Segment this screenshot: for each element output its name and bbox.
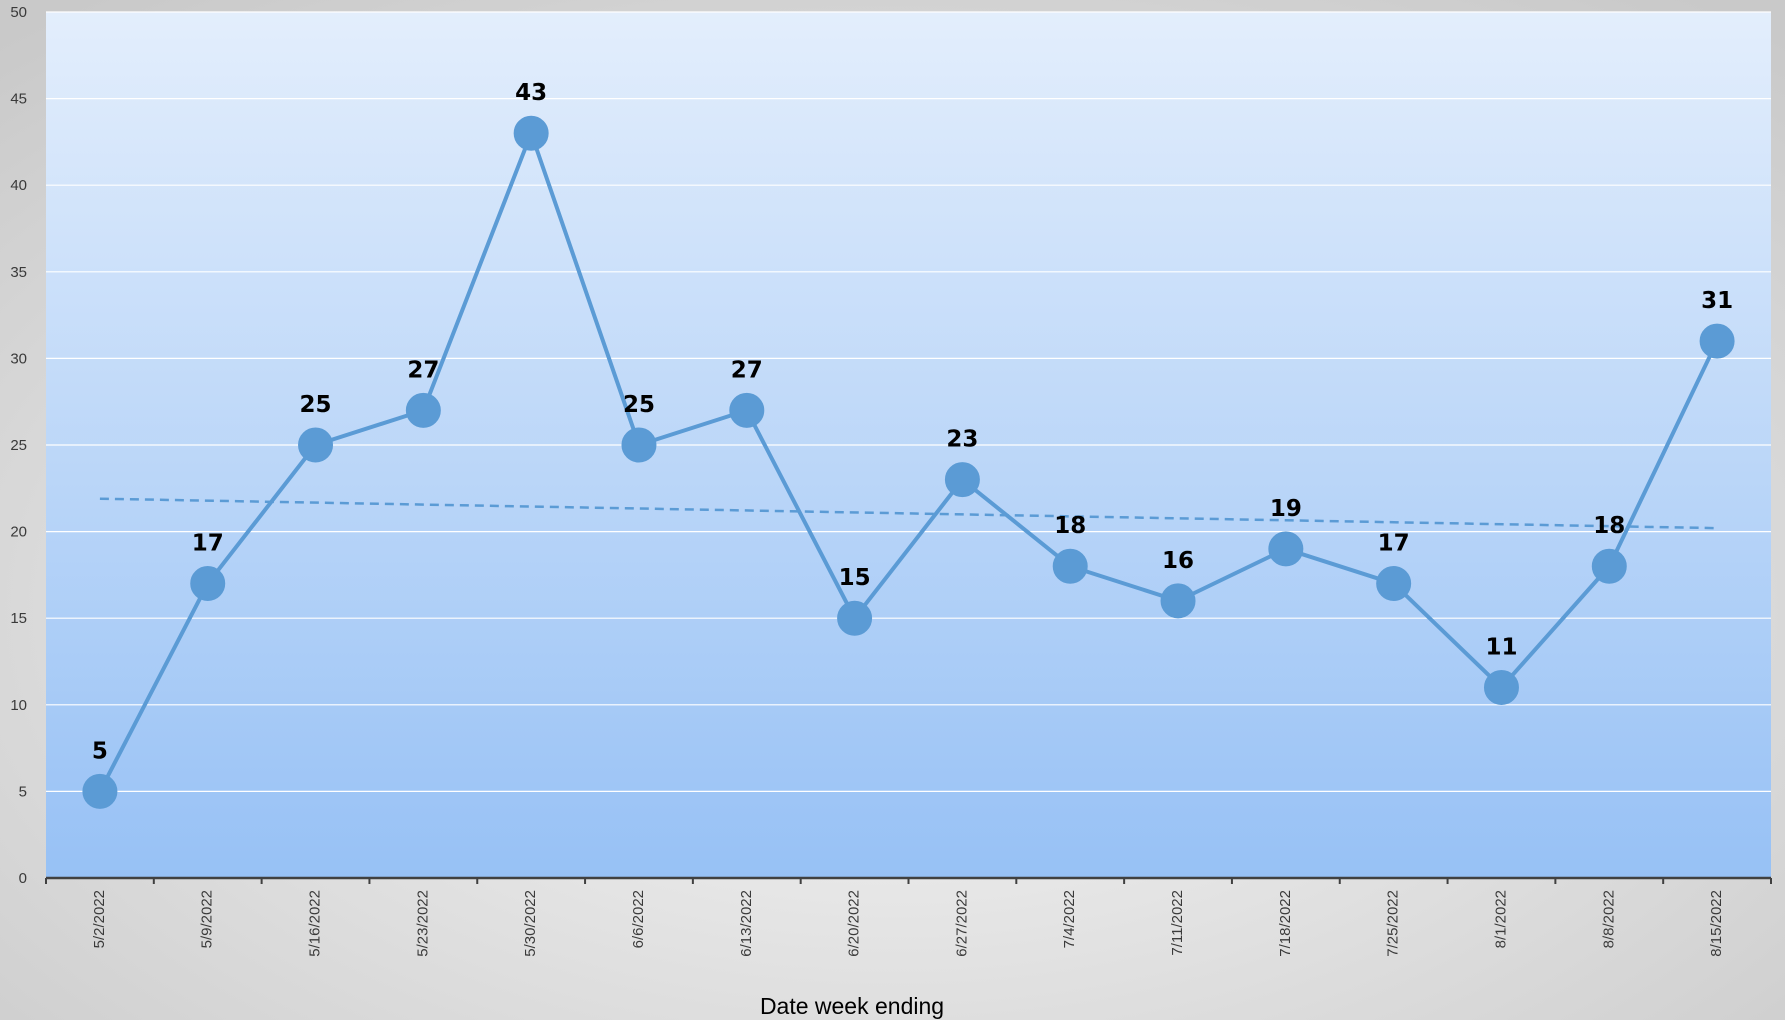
data-label: 31 <box>1701 288 1733 314</box>
axes: 0 5 10 15 20 25 30 35 40 45 50 5/2/2022 5/9/2022 5/16… <box>10 4 1772 957</box>
x-tick-label: 5/9/2022 <box>199 890 216 948</box>
y-tick-label: 40 <box>10 177 27 194</box>
data-point <box>298 427 334 463</box>
y-tick-label: 30 <box>10 350 27 367</box>
x-axis-title: Date week ending <box>760 993 944 1019</box>
data-label: 23 <box>946 427 978 453</box>
y-tick-label: 5 <box>19 783 27 800</box>
data-label: 17 <box>192 531 224 557</box>
series <box>82 115 1735 809</box>
data-point <box>1483 669 1519 705</box>
data-label: 11 <box>1485 634 1517 660</box>
y-tick-label: 50 <box>10 4 27 21</box>
x-tick-label: 6/20/2022 <box>846 890 863 957</box>
data-point <box>621 427 657 463</box>
x-tick-label: 5/16/2022 <box>307 890 324 957</box>
x-tick-label: 7/18/2022 <box>1277 890 1294 957</box>
x-tick-label: 7/25/2022 <box>1385 890 1402 957</box>
data-point <box>944 462 980 498</box>
data-label: 25 <box>623 392 655 418</box>
y-tick-label: 0 <box>19 870 27 887</box>
data-point <box>513 115 549 151</box>
data-labels: 5 17 25 27 43 25 27 15 23 18 16 19 17 11 18 31 <box>92 80 1733 764</box>
data-label: 19 <box>1270 496 1302 522</box>
data-label: 5 <box>92 738 108 764</box>
data-point <box>1376 566 1412 602</box>
y-tick-label: 45 <box>10 91 27 108</box>
data-point <box>837 600 873 636</box>
y-tick-label: 15 <box>10 610 27 627</box>
data-point <box>1052 548 1088 584</box>
data-point <box>190 566 226 602</box>
data-point <box>729 392 765 428</box>
x-tick-label: 5/30/2022 <box>522 890 539 957</box>
x-tick-label: 6/6/2022 <box>630 890 647 948</box>
data-label: 15 <box>839 565 871 591</box>
data-point <box>1699 323 1735 359</box>
data-point <box>405 392 441 428</box>
x-tick-label: 8/15/2022 <box>1708 890 1725 957</box>
x-tick-label: 5/2/2022 <box>91 890 108 948</box>
data-label: 18 <box>1593 513 1625 539</box>
y-tick-label: 25 <box>10 437 27 454</box>
data-point <box>1268 531 1304 567</box>
data-label: 17 <box>1378 531 1410 557</box>
data-label: 18 <box>1054 513 1086 539</box>
data-label: 27 <box>731 357 763 383</box>
x-tick-label: 7/11/2022 <box>1169 890 1186 956</box>
x-tick-label: 8/1/2022 <box>1492 890 1509 948</box>
data-point <box>82 773 118 809</box>
x-tick-label: 6/13/2022 <box>738 890 755 957</box>
y-tick-label: 20 <box>10 524 27 541</box>
y-tick-label: 35 <box>10 264 27 281</box>
series-line <box>98 131 1719 793</box>
data-point <box>1160 583 1196 619</box>
x-tick-label: 8/8/2022 <box>1600 890 1617 948</box>
x-tick-label: 5/23/2022 <box>414 890 431 957</box>
data-point <box>1591 548 1627 584</box>
gridlines <box>46 11 1771 793</box>
data-label: 43 <box>515 80 547 106</box>
y-tick-label: 10 <box>10 697 27 714</box>
data-label: 27 <box>407 357 439 383</box>
data-label: 25 <box>300 392 332 418</box>
x-tick-label: 7/4/2022 <box>1061 890 1078 948</box>
x-tick-label: 6/27/2022 <box>953 890 970 957</box>
data-label: 16 <box>1162 548 1194 574</box>
